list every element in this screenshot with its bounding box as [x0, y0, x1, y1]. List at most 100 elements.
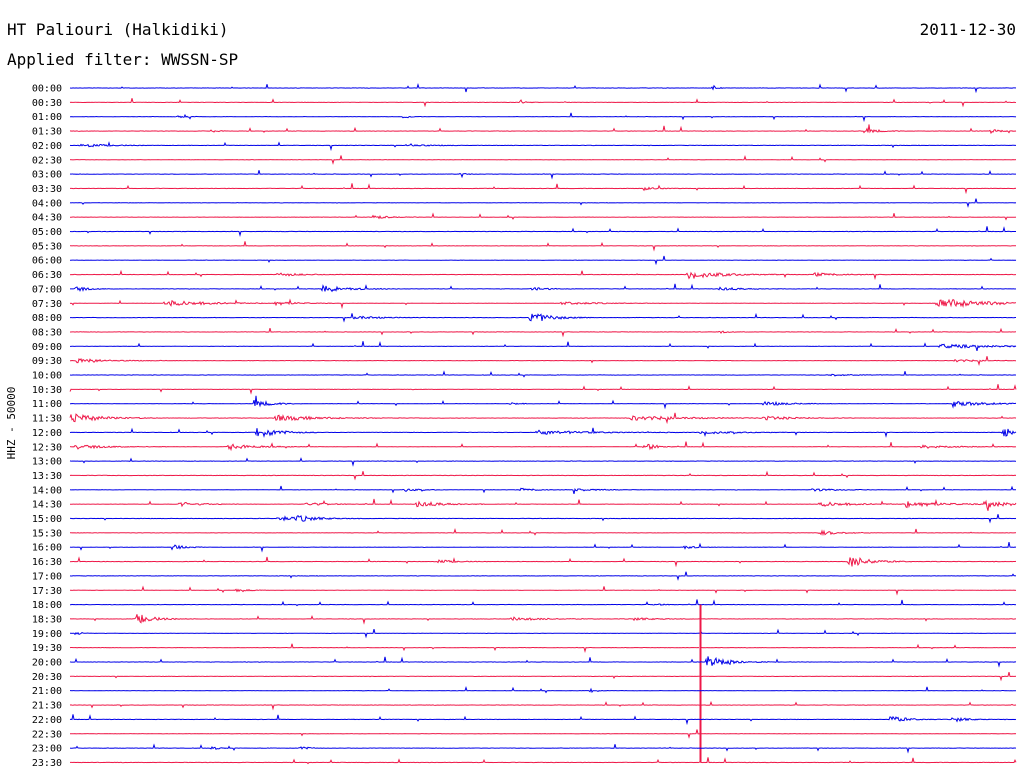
- trace-row: [69, 169, 1016, 180]
- time-tick-label: 15:30: [32, 528, 62, 539]
- trace-row: [69, 542, 1017, 553]
- time-tick-label: 00:00: [32, 84, 62, 95]
- time-tick-label: 12:00: [32, 428, 62, 439]
- trace-row: [69, 370, 1016, 378]
- trace-row: [69, 384, 1017, 395]
- trace-row: [69, 604, 1016, 763]
- time-tick-label: 19:30: [32, 643, 62, 654]
- trace-row: [69, 141, 1016, 152]
- time-tick-label: 22:30: [32, 729, 62, 740]
- station-title: HT Paliouri (Halkidiki): [7, 20, 229, 39]
- time-tick-label: 01:30: [32, 127, 62, 138]
- time-tick-label: 21:30: [32, 701, 62, 712]
- trace-row: [69, 656, 1017, 668]
- time-tick-label: 16:00: [32, 543, 62, 554]
- trace-row: [70, 729, 1017, 739]
- trace-row: [70, 241, 1016, 252]
- time-tick-label: 19:00: [32, 629, 62, 640]
- trace-row: [69, 83, 1017, 94]
- time-tick-label: 02:30: [32, 155, 62, 166]
- trace-row: [69, 124, 1017, 135]
- trace-row: [69, 226, 1016, 237]
- time-tick-label: 14:00: [32, 485, 62, 496]
- trace-row: [70, 514, 1017, 524]
- time-tick-label: 04:00: [32, 198, 62, 209]
- trace-row: [69, 198, 1017, 208]
- trace-row: [69, 427, 1017, 438]
- trace-row: [69, 298, 1017, 310]
- time-tick-label: 18:30: [32, 614, 62, 625]
- time-tick-label: 20:30: [32, 672, 62, 683]
- trace-row: [70, 212, 1017, 221]
- time-tick-label: 10:30: [32, 385, 62, 396]
- time-tick-label: 13:00: [32, 457, 62, 468]
- trace-row: [69, 457, 1016, 467]
- time-tick-label: 06:30: [32, 270, 62, 281]
- channel-label: HHZ - 50000: [5, 387, 18, 460]
- trace-row: [70, 685, 1017, 694]
- time-tick-label: 22:00: [32, 715, 62, 726]
- time-tick-label: 02:00: [32, 141, 62, 152]
- trace-row: [70, 312, 1016, 323]
- trace-row: [70, 340, 1017, 352]
- trace-row: [69, 98, 1017, 108]
- trace-row: [69, 714, 1017, 726]
- time-tick-label: 08:00: [32, 313, 62, 324]
- trace-row: [69, 154, 1017, 165]
- time-tick-label: 03:30: [32, 184, 62, 195]
- time-tick-label: 00:30: [32, 98, 62, 109]
- time-tick-label: 11:00: [32, 399, 62, 410]
- time-tick-label: 06:00: [32, 256, 62, 267]
- trace-row: [70, 283, 1017, 293]
- trace-row: [69, 700, 1017, 711]
- filter-label: Applied filter: WWSSN-SP: [7, 50, 239, 69]
- time-tick-label: 09:30: [32, 356, 62, 367]
- time-tick-label: 14:30: [32, 500, 62, 511]
- trace-row: [70, 183, 1017, 195]
- time-tick-label: 15:00: [32, 514, 62, 525]
- record-date: 2011-12-30: [919, 20, 1016, 39]
- trace-row: [70, 628, 1017, 639]
- trace-row: [69, 412, 1017, 425]
- trace-row: [69, 671, 1017, 682]
- time-tick-label: 13:30: [32, 471, 62, 482]
- trace-group: [69, 83, 1017, 765]
- trace-row: [70, 327, 1017, 338]
- time-tick-label: 07:00: [32, 284, 62, 295]
- time-tick-label: 08:30: [32, 327, 62, 338]
- time-tick-label: 17:30: [32, 586, 62, 597]
- time-tick-label: 16:30: [32, 557, 62, 568]
- trace-row: [69, 614, 1016, 625]
- trace-row: [70, 528, 1017, 537]
- time-tick-labels: 00:00 00:30 01:00 01:30 02:00 02:30 03:00 03:30…: [32, 84, 62, 769]
- trace-row: [69, 556, 1017, 568]
- time-tick-label: 01:00: [32, 112, 62, 123]
- time-tick-label: 17:00: [32, 571, 62, 582]
- trace-row: [69, 470, 1017, 481]
- time-tick-label: 12:30: [32, 442, 62, 453]
- trace-row: [69, 571, 1017, 581]
- trace-row: [70, 757, 1017, 765]
- time-tick-label: 11:30: [32, 414, 62, 425]
- trace-row: [70, 599, 1017, 607]
- time-tick-label: 23:30: [32, 758, 62, 769]
- time-tick-label: 05:00: [32, 227, 62, 238]
- trace-row: [70, 395, 1017, 410]
- time-tick-label: 07:30: [32, 299, 62, 310]
- trace-row: [69, 269, 1016, 281]
- trace-row: [69, 743, 1017, 754]
- trace-row: [70, 498, 1017, 511]
- time-tick-label: 09:00: [32, 342, 62, 353]
- trace-row: [69, 255, 1017, 266]
- time-tick-label: 10:00: [32, 371, 62, 382]
- trace-row: [69, 485, 1016, 495]
- time-tick-label: 23:00: [32, 744, 62, 755]
- trace-row: [69, 585, 1017, 596]
- trace-row: [69, 112, 1017, 123]
- time-tick-label: 20:00: [32, 658, 62, 669]
- trace-row: [70, 356, 1016, 366]
- time-tick-label: 03:00: [32, 170, 62, 181]
- time-tick-label: 21:00: [32, 686, 62, 697]
- time-tick-label: 05:30: [32, 241, 62, 252]
